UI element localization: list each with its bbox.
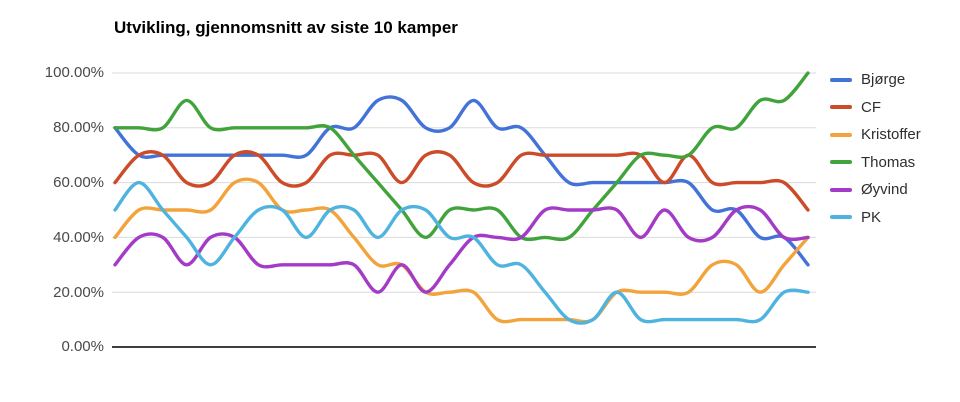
series-line-kristoffer[interactable] xyxy=(113,177,810,324)
y-axis-label: 20.00% xyxy=(53,284,104,301)
y-axis-label: 40.00% xyxy=(53,229,104,246)
series-line-pk[interactable] xyxy=(113,180,810,325)
legend-label: Øyvind xyxy=(861,181,908,199)
legend-label: Thomas xyxy=(861,153,916,171)
legend-swatch-kristoffer xyxy=(830,132,852,137)
legend-item-cf[interactable]: CF xyxy=(830,94,921,122)
legend-label: Kristoffer xyxy=(861,126,921,144)
chart-title: Utvikling, gjennomsnitt av siste 10 kamp… xyxy=(114,18,458,37)
series-line-øyvind[interactable] xyxy=(113,204,810,294)
legend-swatch-pk xyxy=(830,215,852,220)
y-axis-label: 0.00% xyxy=(61,338,104,355)
legend-item-bjorge[interactable]: Bjørge xyxy=(830,66,921,94)
series-line-thomas[interactable] xyxy=(113,71,810,242)
legend-item-thomas[interactable]: Thomas xyxy=(830,149,921,177)
legend-swatch-oyvind xyxy=(830,187,852,192)
legend-item-kristoffer[interactable]: Kristoffer xyxy=(830,121,921,149)
legend-swatch-thomas xyxy=(830,160,852,165)
y-axis-label: 80.00% xyxy=(53,119,104,136)
legend-label: Bjørge xyxy=(861,71,906,89)
legend: Bjørge CF Kristoffer Thomas Øyvind PK xyxy=(830,66,921,231)
legend-item-pk[interactable]: PK xyxy=(830,204,921,232)
y-axis-label: 60.00% xyxy=(53,174,104,191)
legend-label: PK xyxy=(861,208,882,226)
legend-swatch-bjorge xyxy=(830,77,852,82)
legend-swatch-cf xyxy=(830,105,852,110)
y-axis-label: 100.00% xyxy=(44,64,104,81)
legend-label: CF xyxy=(861,98,881,116)
legend-item-oyvind[interactable]: Øyvind xyxy=(830,176,921,204)
